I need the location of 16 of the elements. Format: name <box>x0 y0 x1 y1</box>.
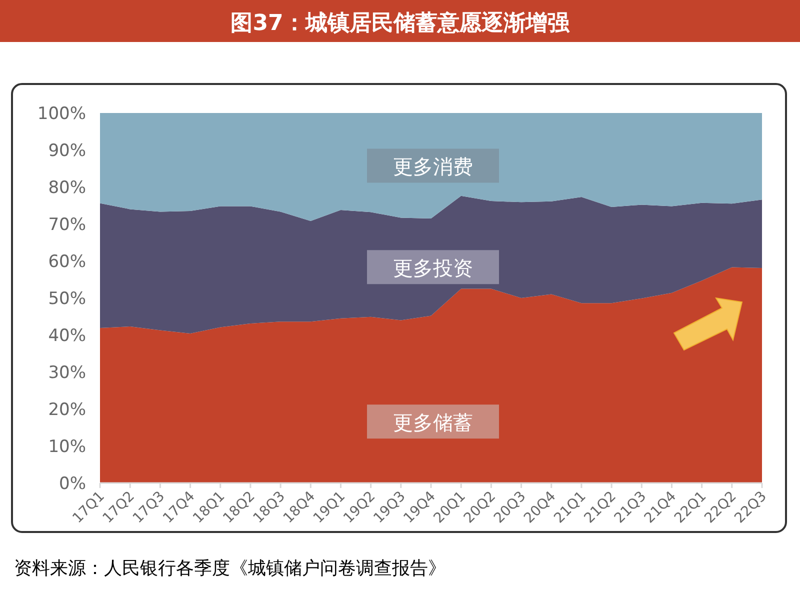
y-tick-label: 20% <box>48 400 86 420</box>
y-tick-label: 90% <box>48 141 86 161</box>
y-tick-label: 30% <box>48 363 86 383</box>
y-tick-label: 10% <box>48 437 86 457</box>
series-label: 更多消费 <box>393 154 473 179</box>
y-tick-label: 50% <box>48 289 86 309</box>
y-tick-label: 100% <box>37 104 86 124</box>
series-label: 更多投资 <box>393 256 473 280</box>
y-tick-label: 40% <box>48 326 86 346</box>
y-tick-label: 80% <box>48 178 86 198</box>
chart-title: 图37：城镇居民储蓄意愿逐渐增强 <box>230 11 570 36</box>
series-label: 更多储蓄 <box>393 410 473 435</box>
y-tick-label: 60% <box>48 252 86 272</box>
text: 资料来源：人民银行各季度《城镇储户问卷调查报告》 <box>14 558 446 579</box>
y-tick-label: 70% <box>48 215 86 235</box>
y-tick-label: 0% <box>59 474 86 494</box>
